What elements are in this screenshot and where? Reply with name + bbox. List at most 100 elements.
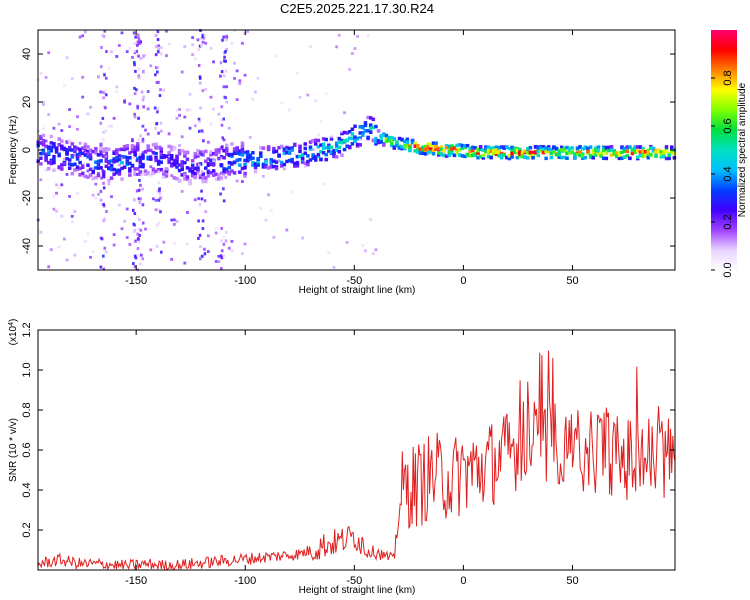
spectrogram-cell [112, 172, 116, 176]
spectrogram-cell [222, 235, 226, 239]
spectrogram-cell [578, 150, 582, 154]
spectrogram-cell [209, 122, 213, 126]
spectrogram-cell [224, 59, 227, 63]
spectrogram-cell [599, 151, 603, 156]
spectrogram-cell [99, 151, 103, 156]
spectrogram-cell [324, 137, 328, 142]
spectrogram-cell [162, 240, 166, 244]
spectrogram-cell [97, 192, 100, 196]
spectrogram-cell [130, 149, 135, 154]
spectrogram-cell [235, 179, 239, 183]
spectrogram-cell [157, 80, 160, 84]
spectrogram-cell [86, 169, 90, 173]
spectrogram-cell [83, 142, 88, 147]
spectrogram-cell [654, 154, 658, 158]
spectrogram-cell [175, 219, 179, 223]
spectrogram-cell [120, 156, 124, 160]
spectrogram-cell [133, 167, 137, 171]
spectrogram-cell [641, 149, 645, 153]
spectrogram-cell [232, 147, 237, 151]
spectrogram-cell [526, 156, 530, 160]
spectrogram-cell [107, 178, 111, 183]
spectrogram-cell [99, 146, 103, 151]
spectrogram-cell [212, 107, 215, 111]
spectrogram-cell [78, 154, 82, 158]
spectrogram-cell [526, 147, 530, 151]
spectrogram-cell [172, 218, 176, 222]
spectrogram-cell [575, 152, 580, 157]
spectrogram-cell [104, 147, 109, 151]
spectrogram-cell [240, 180, 244, 183]
spectrogram-cell [91, 193, 95, 197]
spectrogram-cell [447, 144, 451, 149]
spectrogram-cell [230, 249, 234, 253]
spectrogram-cell [128, 167, 132, 171]
spectrogram-cell [387, 138, 391, 143]
colorbar-tick-label: 0.4 [722, 166, 734, 181]
spectrogram-cell [86, 112, 90, 116]
spectrogram-cell [101, 169, 104, 173]
spectrogram-cell [313, 158, 318, 162]
spectrogram-cell [133, 228, 137, 232]
spectrogram-cell [222, 74, 226, 78]
spectrogram-cell [109, 159, 114, 163]
spectrogram-cell [73, 149, 77, 154]
snr-y-label: SNR (10 * v/v) [8, 418, 19, 482]
spectrogram-cell [65, 173, 69, 176]
spectrogram-cell [358, 143, 362, 147]
spectrogram-cell [88, 173, 93, 177]
spectrogram-cell [136, 237, 140, 241]
spectrogram-cell [132, 31, 136, 35]
spectrogram-cell [197, 63, 201, 67]
spectrogram-cell [303, 146, 308, 151]
spectrogram-cell [102, 202, 105, 206]
spectrogram-cell [298, 149, 302, 154]
spectrogram-cell [76, 127, 79, 131]
spectrogram-cell [86, 149, 90, 154]
spectrogram-cell [293, 152, 297, 156]
spectrogram-cell [384, 139, 389, 144]
spectrogram-cell [107, 147, 111, 152]
spectrogram-cell [518, 152, 522, 156]
spectrogram-cell [157, 181, 161, 185]
spectrogram-cell [591, 148, 595, 153]
spectrogram-cell [88, 156, 93, 161]
spectrogram-cell [94, 175, 98, 180]
spectrogram-cell [133, 212, 137, 216]
spectrogram-cell [421, 148, 425, 153]
spectrogram-cell [100, 176, 103, 180]
spectrogram-cell [155, 122, 159, 126]
spectrogram-cell [172, 146, 177, 151]
spectrogram-cell [138, 160, 143, 165]
spectrogram-cell [463, 154, 467, 159]
spectrogram-cell [170, 218, 174, 222]
spectrogram-cell [133, 265, 137, 269]
spectrogram-cell [609, 153, 614, 157]
spectrogram-cell [599, 154, 603, 158]
spectrogram-cell [224, 176, 228, 180]
spectrogram-cell [256, 157, 260, 161]
spectrogram-cell [136, 33, 140, 37]
spectrogram-cell [245, 153, 250, 158]
spectrogram-cell [220, 123, 224, 127]
spectrogram-cell [183, 150, 187, 154]
spectrogram-cell [128, 161, 132, 166]
spectrogram-cell [300, 153, 305, 157]
spectrogram-cell [52, 144, 56, 149]
spectrogram-cell [348, 68, 352, 71]
spectrogram-cell [342, 139, 347, 143]
spectrogram-cell [131, 139, 134, 143]
spectrogram-cell [157, 208, 161, 212]
spectrogram-cell [366, 34, 370, 37]
spectrogram-cell [345, 241, 349, 244]
spectrogram-cell [201, 40, 205, 44]
spectrogram-cell [142, 54, 145, 58]
spectrogram-cell [240, 252, 244, 256]
spectrogram-cell [460, 143, 465, 148]
spectrogram-cell [154, 155, 158, 160]
spectrogram-cell [146, 171, 150, 175]
spectrogram-cell [172, 176, 177, 180]
spectrogram-cell [162, 88, 166, 92]
spectrogram-cell [102, 181, 105, 185]
spectrogram-cell [102, 90, 106, 94]
